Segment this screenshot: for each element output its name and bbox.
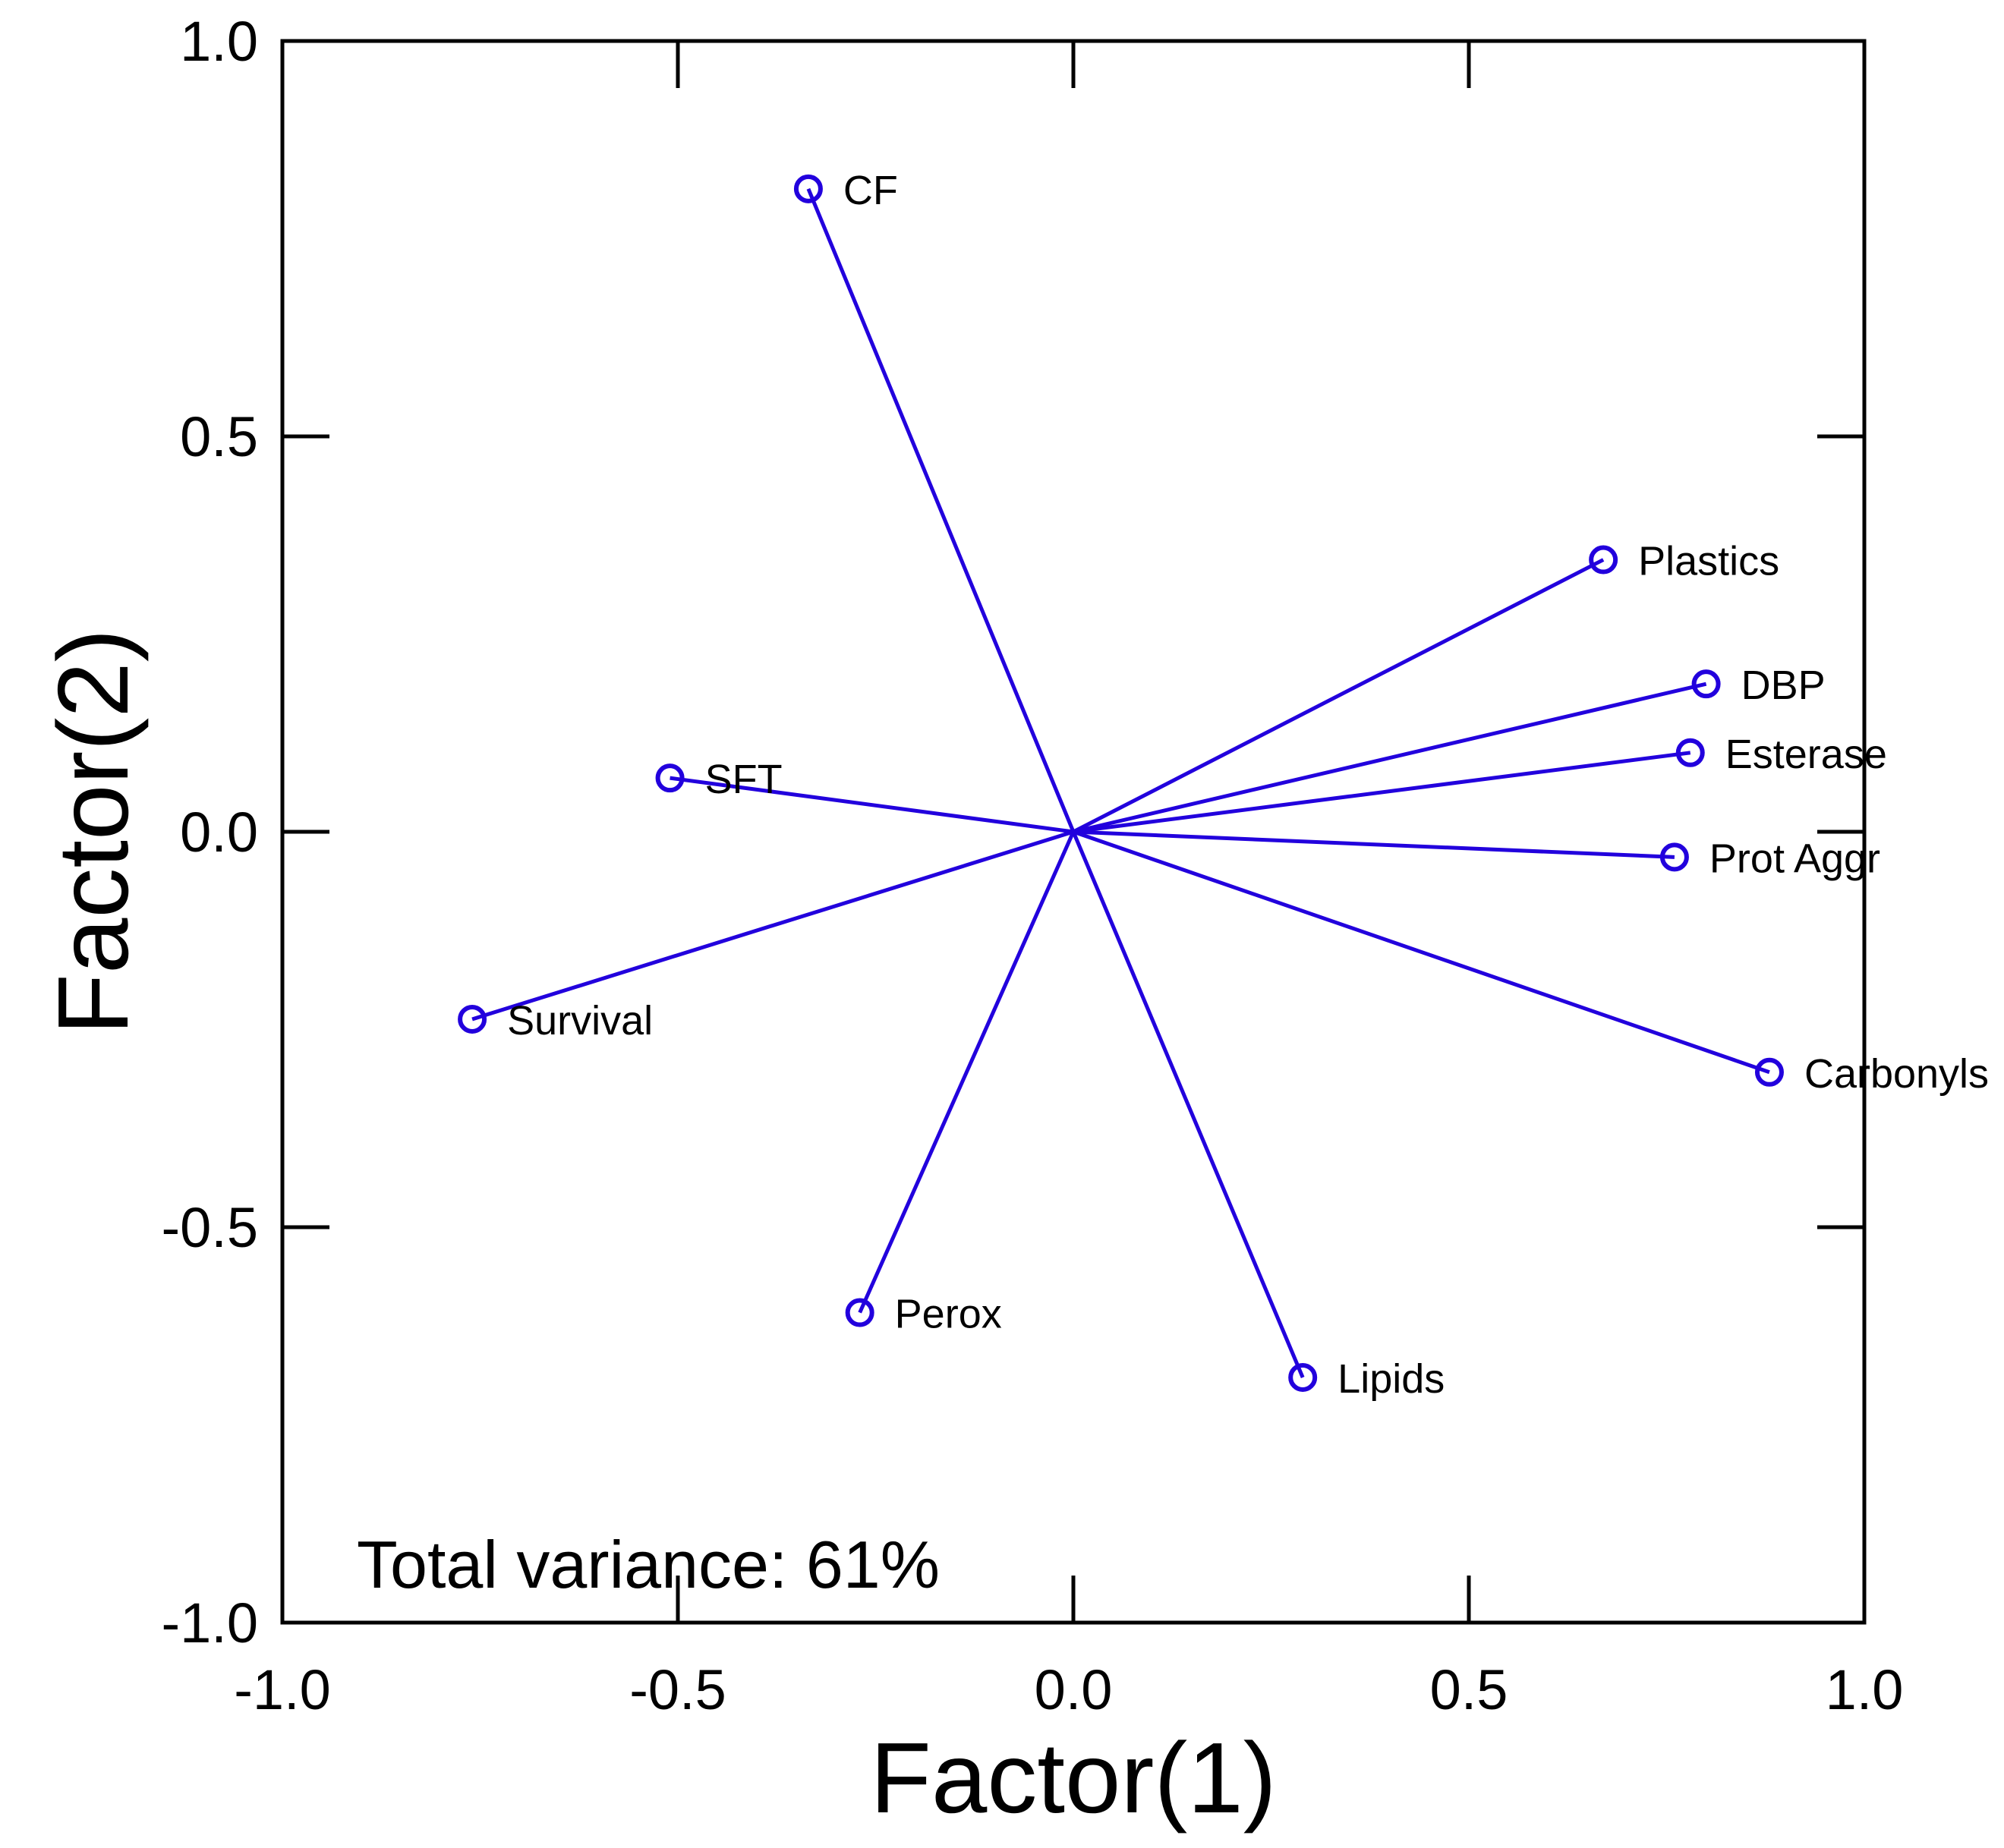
loading-markers bbox=[458, 174, 1784, 1392]
label-plastics: Plastics bbox=[1638, 539, 1779, 584]
label-dbp: DBP bbox=[1741, 663, 1826, 708]
label-esterase: Esterase bbox=[1725, 732, 1887, 777]
y-tick-label: 0.0 bbox=[180, 801, 258, 864]
y-axis-label: Factor(2) bbox=[37, 628, 149, 1034]
marker-sft bbox=[655, 763, 685, 793]
vector-survival bbox=[471, 830, 1074, 1022]
vector-esterase bbox=[1073, 751, 1691, 834]
marker-perox bbox=[845, 1298, 874, 1327]
label-prot-aggr: Prot Aggr bbox=[1709, 836, 1880, 881]
marker-prot-aggr bbox=[1659, 842, 1689, 872]
x-tick-labels: -1.0 -0.5 0.0 0.5 1.0 bbox=[234, 1658, 1903, 1721]
y-tick-label: -0.5 bbox=[161, 1196, 258, 1259]
marker-plastics bbox=[1589, 545, 1618, 575]
label-survival: Survival bbox=[507, 998, 653, 1044]
label-cf: CF bbox=[843, 168, 898, 213]
x-tick-label: 0.5 bbox=[1430, 1658, 1508, 1721]
vector-cf bbox=[806, 187, 1076, 833]
x-tick-label: -0.5 bbox=[629, 1658, 726, 1721]
vector-prot-aggr bbox=[1073, 830, 1675, 859]
label-sft: SFT bbox=[705, 757, 783, 802]
marker-lipids bbox=[1288, 1362, 1318, 1392]
x-tick-label: -1.0 bbox=[234, 1658, 331, 1721]
vector-dbp bbox=[1073, 682, 1707, 834]
y-tick-label: 0.5 bbox=[180, 405, 258, 468]
marker-survival bbox=[458, 1004, 487, 1034]
x-axis-label: Factor(1) bbox=[870, 1722, 1276, 1834]
axis-ticks bbox=[280, 39, 1867, 1625]
vector-plastics bbox=[1072, 558, 1605, 834]
marker-dbp bbox=[1691, 669, 1721, 699]
loading-vectors bbox=[471, 187, 1770, 1378]
y-tick-label: -1.0 bbox=[161, 1591, 258, 1654]
y-tick-label: 1.0 bbox=[180, 10, 258, 73]
vector-carbonyls bbox=[1073, 830, 1770, 1075]
vector-perox bbox=[858, 830, 1076, 1314]
marker-esterase bbox=[1675, 738, 1705, 767]
total-variance-annotation: Total variance: 61% bbox=[357, 1527, 940, 1602]
y-tick-labels: -1.0 -0.5 0.0 0.5 1.0 bbox=[161, 10, 258, 1654]
marker-carbonyls bbox=[1754, 1057, 1784, 1087]
label-perox: Perox bbox=[895, 1292, 1002, 1337]
x-tick-label: 1.0 bbox=[1826, 1658, 1904, 1721]
vector-sft bbox=[670, 776, 1074, 834]
vector-lipids bbox=[1071, 831, 1305, 1378]
label-lipids: Lipids bbox=[1338, 1356, 1445, 1402]
label-carbonyls: Carbonyls bbox=[1804, 1051, 1989, 1097]
point-labels: CF Plastics DBP Esterase SFT Prot Aggr Surviva… bbox=[507, 168, 1989, 1402]
x-tick-label: 0.0 bbox=[1035, 1658, 1113, 1721]
marker-cf bbox=[793, 174, 823, 203]
